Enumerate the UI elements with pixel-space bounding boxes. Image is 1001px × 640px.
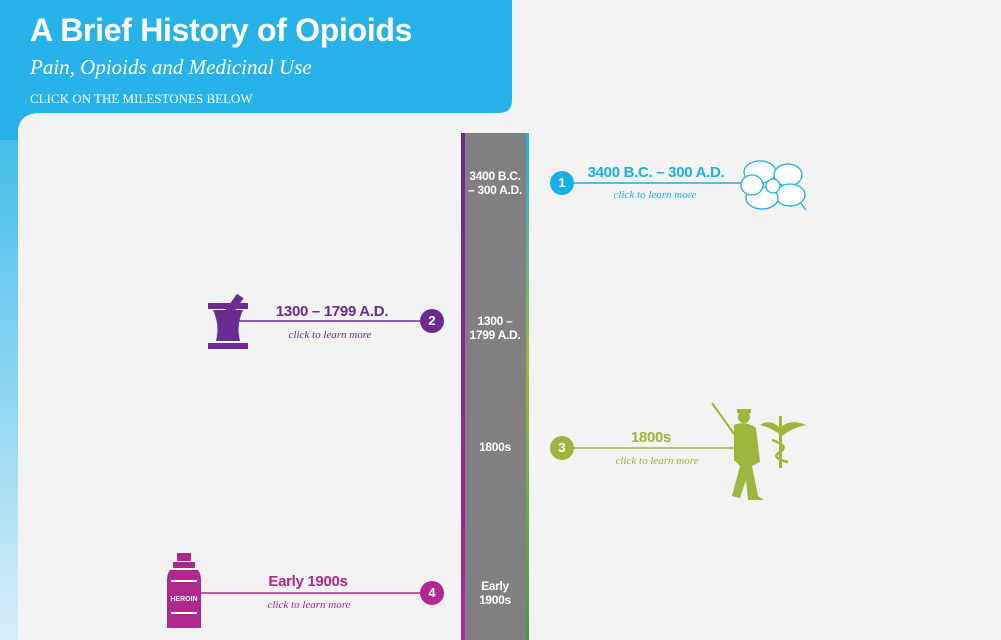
timeline-label: Early 1900s bbox=[479, 579, 511, 607]
milestone-dot[interactable] bbox=[420, 581, 444, 605]
milestone-number[interactable]: 3 bbox=[558, 440, 566, 455]
milestone-link[interactable]: click to learn more bbox=[613, 189, 697, 201]
timeline-label: 1800s bbox=[479, 440, 511, 454]
mortar-icon bbox=[208, 293, 248, 349]
subtitle: Pain, Opioids and Medicinal Use bbox=[30, 55, 312, 79]
milestone-dot[interactable] bbox=[420, 309, 444, 333]
milestone-number[interactable]: 2 bbox=[428, 313, 436, 328]
instruction: CLICK ON THE MILESTONES BELOW bbox=[30, 91, 253, 106]
timeline-bar bbox=[461, 133, 529, 640]
side-strip bbox=[0, 0, 18, 640]
timeline-label: 1300 – 1799 A.D. bbox=[469, 314, 521, 342]
caduceus-icon bbox=[711, 402, 806, 500]
poppy-icon bbox=[740, 160, 807, 211]
milestone-number[interactable]: 1 bbox=[558, 175, 566, 190]
milestone-dot[interactable] bbox=[550, 436, 574, 460]
milestone-date[interactable]: Early 1900s bbox=[268, 573, 348, 590]
bottle-label: HEROIN bbox=[170, 596, 198, 603]
timeline-label: 3400 B.C. – 300 A.D. bbox=[468, 169, 522, 197]
milestone-link[interactable]: click to learn more bbox=[615, 455, 699, 467]
milestone-date[interactable]: 1800s bbox=[630, 429, 672, 446]
milestone-date[interactable]: 1300 – 1799 A.D. bbox=[275, 303, 389, 320]
milestone-link[interactable]: click to learn more bbox=[267, 599, 351, 611]
timeline-edge bbox=[526, 133, 529, 640]
header-panel bbox=[0, 0, 512, 140]
bottle-icon bbox=[167, 553, 201, 628]
milestone-link[interactable]: click to learn more bbox=[288, 329, 372, 341]
milestone-number[interactable]: 4 bbox=[428, 585, 436, 600]
milestone-dot[interactable] bbox=[550, 171, 574, 195]
milestone-date[interactable]: 3400 B.C. – 300 A.D. bbox=[587, 164, 725, 181]
page-title: A Brief History of Opioids bbox=[30, 12, 413, 48]
timeline-edge bbox=[461, 133, 465, 640]
